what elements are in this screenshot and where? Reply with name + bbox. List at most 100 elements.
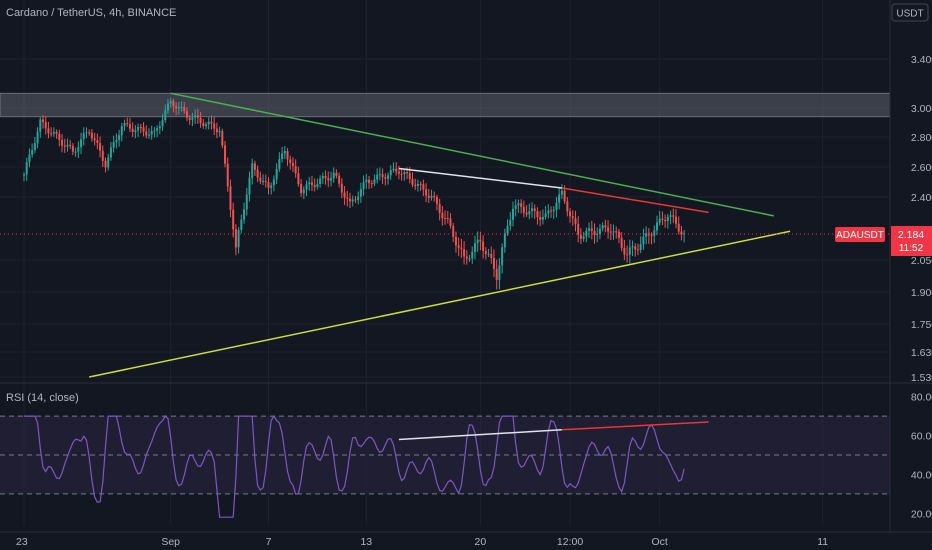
chart-title: Cardano / TetherUS, 4h, BINANCE — [6, 7, 176, 19]
rsi-divergence-red[interactable] — [561, 421, 709, 431]
candle-body — [664, 219, 667, 222]
candle-body — [338, 175, 341, 184]
candle-body — [636, 249, 639, 251]
candle-body — [528, 211, 531, 215]
candle-body — [503, 233, 506, 248]
candle-body — [248, 177, 251, 195]
candle-body — [329, 178, 332, 181]
candle-body — [517, 203, 520, 206]
candle-body — [101, 150, 104, 161]
candle-body — [28, 154, 31, 163]
candle-body — [319, 178, 322, 184]
candle-body — [335, 172, 338, 176]
time-tick-label: 13 — [360, 536, 372, 548]
candle-body — [617, 231, 620, 238]
candle-body — [365, 179, 368, 183]
candle-body — [82, 133, 85, 140]
candle-body — [205, 124, 208, 127]
rsi-panel — [0, 382, 932, 518]
candle-body — [305, 184, 308, 190]
candle-body — [128, 124, 131, 129]
candle-body — [351, 199, 354, 202]
candle-body — [655, 222, 658, 231]
candle-body — [628, 247, 631, 255]
candle-body — [588, 228, 591, 231]
candle-body — [199, 117, 202, 124]
candle-body — [183, 107, 186, 112]
candle-body — [115, 139, 118, 143]
candle-body — [569, 211, 572, 217]
candle-body — [52, 131, 55, 134]
candle-body — [332, 172, 335, 179]
time-tick-label: 11 — [817, 536, 828, 548]
candle-body — [286, 150, 289, 160]
candle-body — [44, 122, 47, 129]
time-tick-label: 18 — [931, 536, 932, 548]
candle-body — [446, 218, 449, 220]
candle-body — [42, 119, 45, 123]
candle-body — [218, 131, 221, 133]
candle-body — [240, 219, 243, 231]
candle-body — [476, 239, 479, 244]
lower-trendline[interactable] — [89, 230, 791, 378]
currency-button[interactable] — [891, 3, 929, 22]
candle-body — [449, 218, 452, 226]
candle-body — [411, 178, 414, 185]
price-tick-label: 2.400 — [911, 192, 932, 204]
rsi-divergence-white[interactable] — [398, 428, 562, 441]
candle-body — [389, 170, 392, 176]
candle-body — [33, 143, 36, 151]
candle-body — [536, 211, 539, 218]
candle-body — [63, 145, 66, 147]
candle-body — [590, 228, 593, 232]
candle-body — [566, 201, 569, 212]
candle-body — [354, 199, 357, 201]
candle-body — [552, 209, 555, 212]
time-tick-label: 20 — [475, 536, 487, 548]
candle-body — [531, 208, 534, 212]
symbol-tag-label: ADAUSDT — [836, 230, 884, 241]
upper-trendline[interactable] — [170, 92, 774, 217]
candle-body — [403, 172, 406, 175]
candle-body — [406, 172, 409, 174]
candle-body — [156, 128, 159, 131]
candle-body — [381, 174, 384, 178]
candle-body — [251, 163, 254, 178]
candle-body — [555, 202, 558, 210]
currency-label: USDT — [896, 9, 923, 20]
candle-body — [308, 182, 311, 185]
candle-body — [310, 182, 313, 186]
price-divergence-white[interactable] — [398, 167, 562, 189]
candle-body — [153, 130, 156, 132]
rsi-indicator-label: RSI (14, close) — [6, 392, 79, 404]
candle-body — [376, 174, 379, 180]
candle-body — [359, 189, 362, 197]
candle-body — [357, 196, 360, 201]
rsi-line — [24, 414, 685, 518]
candle-body — [226, 163, 229, 187]
symbol-tag[interactable] — [835, 227, 885, 242]
candle-body — [264, 181, 267, 183]
candle-body — [373, 179, 376, 184]
candle-body — [180, 107, 183, 109]
candle-body — [169, 101, 172, 104]
price-tag[interactable] — [891, 226, 932, 256]
candle-body — [495, 268, 498, 280]
candle-body — [400, 173, 403, 175]
candle-body — [520, 203, 523, 207]
candle-body — [370, 183, 373, 185]
time-tick-label: Oct — [652, 536, 668, 548]
candle-body — [283, 150, 286, 154]
price-divergence-red[interactable] — [561, 187, 709, 214]
candle-body — [452, 225, 455, 237]
candle-body — [577, 223, 580, 235]
candle-body — [661, 218, 664, 220]
candle-body — [66, 144, 69, 147]
candle-body — [126, 123, 129, 125]
rsi-tick-label: 80.00 — [911, 392, 932, 404]
price-tick-label: 3.000 — [911, 103, 932, 115]
candle-body — [574, 218, 577, 224]
resistance-zone[interactable] — [0, 92, 891, 118]
